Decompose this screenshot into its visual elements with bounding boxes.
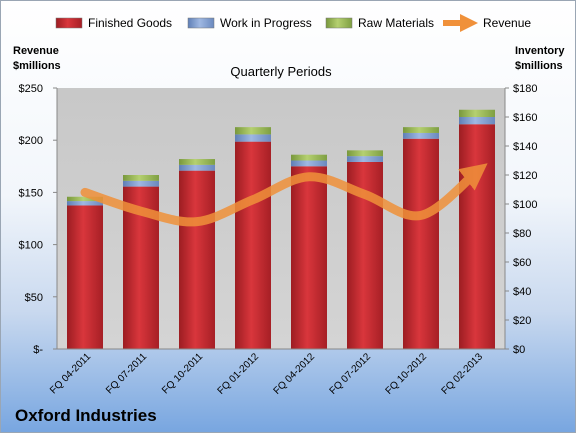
work-in-progress-bar xyxy=(123,180,159,187)
finished-goods-bar xyxy=(459,124,495,349)
legend: Finished Goods Work in Progress Raw Materi… xyxy=(55,14,531,32)
company-name: Oxford Industries xyxy=(15,406,157,425)
raw-materials-bar xyxy=(459,109,495,117)
raw-materials-bar xyxy=(179,159,215,165)
right-tick-label: $120 xyxy=(513,170,537,182)
finished-goods-bar xyxy=(291,166,327,349)
x-tick-label: FQ 07-2011 xyxy=(104,351,149,396)
left-tick-label: $200 xyxy=(19,135,43,147)
left-tick-label: $50 xyxy=(25,292,43,304)
left-tick-label: $100 xyxy=(19,240,43,252)
raw-materials-bar xyxy=(235,127,271,135)
legend-swatch xyxy=(55,17,83,29)
right-tick-label: $40 xyxy=(513,286,531,298)
right-tick-label: $140 xyxy=(513,141,537,153)
raw-materials-bar xyxy=(123,175,159,181)
x-tick-label: FQ 07-2012 xyxy=(328,351,374,397)
raw-materials-bar xyxy=(291,154,327,161)
work-in-progress-bar xyxy=(179,164,215,171)
right-tick-label: $0 xyxy=(513,344,525,356)
left-axis-title: Revenue xyxy=(13,45,59,57)
right-tick-label: $180 xyxy=(513,83,537,95)
right-tick-label: $160 xyxy=(513,112,537,124)
x-tick-label: FQ 10-2011 xyxy=(160,351,205,396)
work-in-progress-bar xyxy=(459,117,495,125)
finished-goods-bar xyxy=(235,141,271,349)
x-tick-label: FQ 02-2013 xyxy=(440,351,486,397)
right-tick-label: $100 xyxy=(513,199,537,211)
legend-swatch xyxy=(325,17,353,29)
raw-materials-bar xyxy=(347,150,383,157)
legend-swatch xyxy=(187,17,215,29)
finished-goods-bar xyxy=(67,205,103,349)
work-in-progress-bar xyxy=(67,201,103,206)
left-tick-label: $250 xyxy=(19,83,43,95)
finished-goods-bar xyxy=(403,138,439,349)
right-axis-title: $millions xyxy=(515,60,563,72)
chart-title: Quarterly Periods xyxy=(230,64,332,79)
legend-label: Work in Progress xyxy=(220,16,312,30)
raw-materials-bar xyxy=(67,196,103,202)
left-tick-label: $- xyxy=(33,344,43,356)
finished-goods-bar xyxy=(179,170,215,349)
legend-label: Raw Materials xyxy=(358,16,434,30)
work-in-progress-bar xyxy=(347,156,383,162)
legend-label: Finished Goods xyxy=(88,16,172,30)
x-tick-label: FQ 04-2012 xyxy=(272,351,318,397)
work-in-progress-bar xyxy=(291,160,327,167)
raw-materials-bar xyxy=(403,127,439,133)
right-tick-label: $20 xyxy=(513,315,531,327)
work-in-progress-bar xyxy=(403,132,439,139)
x-tick-label: FQ 01-2012 xyxy=(216,351,262,397)
left-tick-label: $150 xyxy=(19,187,43,199)
x-tick-label: FQ 04-2011 xyxy=(48,351,93,396)
left-axis-title: $millions xyxy=(13,60,61,72)
right-axis-title: Inventory xyxy=(515,45,565,57)
legend-label: Revenue xyxy=(483,16,531,30)
work-in-progress-bar xyxy=(235,134,271,142)
right-tick-label: $60 xyxy=(513,257,531,269)
right-tick-label: $80 xyxy=(513,228,531,240)
x-tick-label: FQ 10-2012 xyxy=(384,351,430,397)
revenue-line xyxy=(80,163,488,227)
